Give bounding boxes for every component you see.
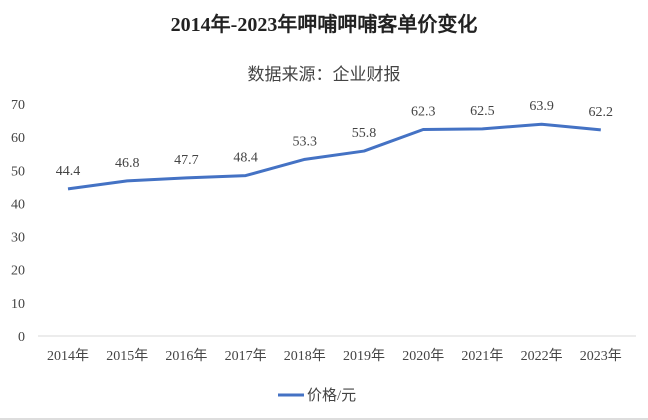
y-tick-label: 10 <box>11 297 25 312</box>
data-label: 62.5 <box>470 104 495 119</box>
y-tick-label: 20 <box>11 264 25 279</box>
chart-subtitle: 数据来源：企业财报 <box>247 65 401 84</box>
y-tick-label: 30 <box>11 231 25 246</box>
data-label: 55.8 <box>352 126 377 141</box>
y-tick-label: 40 <box>11 197 25 212</box>
x-tick-label: 2019年 <box>343 348 385 364</box>
data-label: 53.3 <box>293 134 318 149</box>
x-tick-label: 2018年 <box>284 348 326 364</box>
y-tick-label: 70 <box>11 98 25 113</box>
x-tick-label: 2023年 <box>580 348 622 364</box>
x-tick-label: 2022年 <box>521 348 563 364</box>
bottom-border <box>0 418 648 420</box>
x-tick-label: 2016年 <box>165 348 207 364</box>
x-tick-label: 2020年 <box>402 348 444 364</box>
series-line <box>67 122 601 191</box>
x-tick-label: 2017年 <box>225 348 267 364</box>
data-label: 47.7 <box>174 153 199 168</box>
x-tick-label: 2015年 <box>106 348 148 364</box>
y-tick-label: 60 <box>11 131 25 146</box>
data-label: 46.8 <box>115 156 140 171</box>
data-label: 63.9 <box>529 99 554 114</box>
x-tick-label: 2021年 <box>461 348 503 364</box>
legend-label: 价格/元 <box>307 387 356 404</box>
y-tick-label: 0 <box>18 330 25 345</box>
y-tick-label: 50 <box>11 164 25 179</box>
data-label: 44.4 <box>56 164 81 179</box>
x-tick-label: 2014年 <box>47 348 89 364</box>
data-label: 48.4 <box>233 151 258 166</box>
data-label: 62.3 <box>411 105 436 120</box>
data-label: 62.2 <box>589 105 614 120</box>
chart-title: 2014年-2023年呷哺呷哺客单价变化 <box>170 14 478 36</box>
